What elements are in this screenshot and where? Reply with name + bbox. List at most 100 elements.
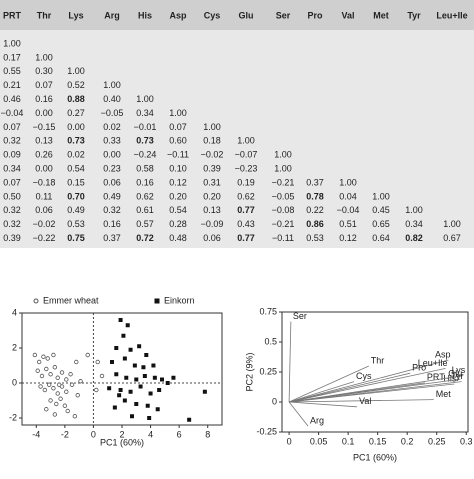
table-cell: 0.19 [237,177,255,187]
point [151,363,156,368]
table-cell: 0.20 [203,191,221,201]
table-cell: 0.11 [36,191,53,201]
point [45,356,50,361]
loading-vector [288,321,292,403]
point [134,402,139,406]
vector-label: Arg [310,415,324,425]
table-cell: 0.17 [3,52,21,62]
column-header: Tyr [407,10,421,20]
vector-label: Met [436,389,452,399]
biplot-chart: 0 0.05 0.1 0.15 0.2 0.25 0.3 -0.25 0 0.25 0.5 0.75 P… [244,306,472,462]
table-cell: 0.12 [169,177,187,187]
point [46,382,52,387]
point [187,417,192,422]
x-axis-label: PC1 (60%) [100,437,144,447]
scatter-chart: -4 -2 0 2 4 6 8 -2 0 2 4 PC1 (60%) Emmer wheat Einkor… [9,295,223,447]
x-axis-label: PC1 (60%) [353,452,397,462]
table-cell: 0.06 [103,177,121,187]
vector-label: Ser [293,311,307,321]
table-cell: 0.00 [67,122,85,132]
point [44,366,49,372]
vector-label: Thr [371,355,385,365]
table-cell: 0.73 [136,136,154,146]
table-cell: 0.58 [136,163,154,173]
point [36,359,42,365]
point [72,414,78,419]
table-cell: 0.55 [3,66,21,76]
plot-frame [21,312,223,426]
table-cell: −0.22 [33,233,56,243]
table-cell: 0.13 [35,136,53,146]
point [41,354,46,359]
point [56,382,62,387]
point [64,377,69,382]
table-cell: −0.09 [201,219,224,229]
table-cell: 0.13 [203,205,221,215]
table-cell: 0.16 [103,219,121,229]
x-tick-label: 8 [205,429,210,439]
table-cell: 0.16 [35,94,53,104]
table-cell: −0.24 [134,150,157,160]
point [122,356,127,361]
x-tick-label: 0.05 [310,436,328,446]
point [85,352,90,358]
table-cell: 0.67 [443,233,461,243]
table-cell: 0.06 [35,205,53,215]
table-cell: 0.61 [136,205,154,215]
table-cell: −0.15 [33,122,56,132]
table-cell: −0.23 [235,163,258,173]
table-cell: 1.00 [169,108,187,118]
point [132,363,137,368]
table-cell: 0.22 [306,205,324,215]
legend-label: Einkorn [164,295,195,305]
point [128,347,133,352]
table-cell: 0.46 [3,94,21,104]
table-cell: −0.05 [272,191,295,201]
table-cell: 0.75 [67,233,85,243]
table-cell: −0.02 [33,219,56,229]
table-cell: 0.16 [136,177,154,187]
point [145,403,150,408]
table-background [0,0,474,248]
point [69,382,75,387]
point [59,370,65,375]
table-cell: −0.21 [272,177,295,187]
loading-vector [288,401,309,427]
table-cell: 0.78 [306,191,324,201]
column-header: Thr [37,10,52,20]
vector-label: Glu [448,369,462,379]
table-cell: 0.04 [339,191,357,201]
table-cell: 0.77 [237,205,255,215]
column-header: Glu [239,10,254,20]
point [160,377,164,382]
point [138,384,143,389]
table-cell: −0.08 [272,205,295,215]
loading-vector [288,372,411,403]
point [107,386,112,391]
point [95,359,100,365]
point [51,386,56,391]
vector-label: Pro [412,363,426,373]
point [65,408,70,414]
table-cell: 1.00 [443,219,461,229]
table-cell: 0.88 [67,94,85,104]
table-cell: 0.18 [203,136,221,146]
column-header: PRT [3,10,22,20]
x-tick-label: 0.25 [428,436,446,446]
table-cell: 1.00 [35,52,53,62]
point [122,398,127,403]
point [44,407,49,412]
table-cell: 1.00 [103,80,121,90]
column-header: Cys [204,10,221,20]
table-cell: 0.51 [339,219,357,229]
table-cell: 0.32 [3,219,21,229]
point [118,318,123,322]
table-cell: 1.00 [405,205,423,215]
table-cell: 0.54 [67,163,85,173]
point [142,374,147,378]
loading-vector [289,378,461,403]
table-cell: 0.82 [405,233,423,243]
point [48,372,53,377]
table-cell: 1.00 [339,177,357,187]
table-cell: −0.01 [134,122,157,132]
